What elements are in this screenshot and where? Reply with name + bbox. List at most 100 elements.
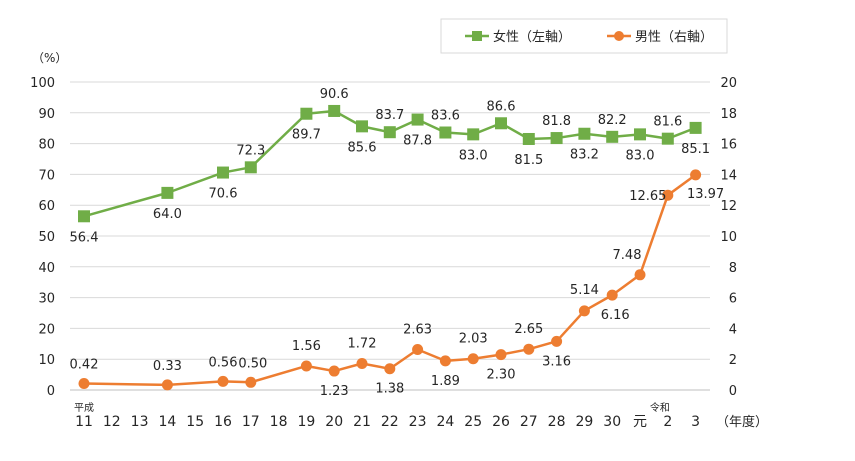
data-label-female: 83.0 (626, 148, 655, 163)
data-label-male: 6.16 (601, 308, 630, 323)
y-right-tick-label: 0 (729, 384, 737, 399)
data-point-female (328, 104, 341, 117)
data-point-female (689, 121, 702, 134)
y-left-tick-label: 90 (38, 107, 55, 122)
y-left-unit: （%） (32, 51, 67, 65)
data-point-male (217, 375, 229, 387)
data-point-female (161, 186, 174, 199)
data-label-male: 1.89 (431, 374, 460, 389)
era-label-reiwa: 令和 (650, 401, 670, 414)
data-label-female: 81.8 (542, 114, 571, 129)
data-point-male (551, 335, 563, 347)
axes: 010203040506070809010002468101214161820（… (30, 51, 768, 430)
y-left-tick-label: 80 (38, 138, 55, 153)
data-label-male: 0.50 (238, 356, 267, 371)
data-label-male: 13.97 (687, 187, 724, 202)
y-left-tick-label: 40 (38, 261, 55, 276)
legend-marker-female (472, 31, 482, 41)
data-label-male: 1.56 (292, 339, 321, 354)
data-point-male (384, 363, 396, 375)
legend-label-female: 女性（左軸） (493, 29, 571, 45)
x-tick-label: 28 (548, 414, 566, 430)
y-right-tick-label: 10 (720, 230, 737, 245)
x-tick-label: 22 (381, 414, 399, 430)
data-label-female: 64.0 (153, 207, 182, 222)
data-label-male: 3.16 (542, 354, 571, 369)
data-point-female (78, 210, 90, 223)
data-point-female (411, 113, 424, 126)
data-point-male (467, 353, 479, 365)
data-label-male: 0.42 (70, 358, 99, 373)
data-point-male (412, 343, 424, 355)
x-tick-label: 21 (353, 414, 371, 430)
y-right-tick-label: 12 (720, 199, 737, 214)
x-tick-label: 30 (603, 414, 621, 430)
data-label-female: 85.6 (348, 140, 377, 155)
data-point-female (634, 128, 646, 141)
era-label-heisei: 平成 (74, 402, 94, 414)
y-left-tick-label: 10 (38, 353, 55, 368)
x-tick-label: 2 (663, 414, 672, 430)
data-point-female (606, 130, 619, 143)
x-tick-label: 26 (492, 414, 510, 430)
x-tick-label: 14 (158, 414, 176, 430)
data-point-female (578, 127, 591, 140)
x-tick-label: 27 (520, 414, 538, 430)
data-label-female: 56.4 (70, 230, 99, 245)
data-point-male (300, 360, 312, 372)
data-point-female (300, 107, 313, 120)
y-right-tick-label: 4 (729, 322, 737, 337)
legend-label-male: 男性（右軸） (635, 30, 713, 45)
data-label-male: 5.14 (570, 283, 599, 298)
data-point-male (523, 343, 535, 355)
y-left-tick-label: 0 (47, 384, 55, 399)
data-label-male: 1.72 (348, 337, 377, 352)
data-label-female: 83.7 (375, 108, 404, 123)
data-point-female (244, 161, 257, 174)
data-point-male (662, 189, 674, 201)
y-left-tick-label: 70 (38, 168, 55, 183)
data-point-male (356, 358, 368, 370)
data-label-female: 83.6 (431, 109, 460, 124)
x-tick-label: 29 (575, 414, 593, 430)
x-tick-label: 13 (131, 414, 149, 430)
data-label-male: 1.38 (375, 382, 404, 397)
x-tick-label: 20 (325, 414, 343, 430)
data-point-female (217, 166, 229, 179)
x-tick-label: 15 (186, 414, 204, 430)
x-tick-label: 25 (464, 414, 482, 430)
x-tick-label: 11 (75, 414, 93, 430)
data-label-female: 81.6 (653, 115, 682, 130)
data-label-female: 81.5 (514, 153, 543, 168)
data-point-male (78, 378, 90, 390)
data-label-male: 0.33 (153, 359, 182, 374)
data-point-female (383, 126, 396, 139)
data-point-male (161, 379, 173, 391)
y-left-tick-label: 20 (38, 322, 55, 337)
x-tick-label: 16 (214, 414, 232, 430)
y-right-tick-label: 8 (729, 261, 737, 276)
data-point-female (550, 132, 563, 145)
series (78, 104, 702, 391)
data-point-male (578, 305, 590, 317)
y-left-tick-label: 100 (30, 76, 55, 91)
y-right-tick-label: 6 (729, 292, 737, 307)
x-tick-label: 24 (436, 414, 454, 430)
data-label-male: 7.48 (613, 248, 642, 263)
data-label-female: 83.0 (459, 148, 488, 163)
legend: 女性（左軸） 男性（右軸） (440, 18, 728, 54)
data-point-male (439, 355, 451, 367)
x-tick-label: 17 (242, 414, 260, 430)
data-point-female (467, 128, 480, 141)
y-left-tick-label: 50 (38, 230, 55, 245)
data-label-male: 1.23 (320, 384, 349, 399)
data-label-male: 12.65 (629, 189, 666, 204)
y-left-tick-label: 60 (38, 199, 55, 214)
y-right-tick-label: 2 (729, 353, 737, 368)
data-label-female: 86.6 (487, 99, 516, 114)
data-label-male: 2.65 (514, 322, 543, 337)
data-label-female: 85.1 (681, 142, 710, 157)
data-point-female (439, 126, 452, 139)
data-point-male (606, 289, 618, 301)
x-tick-label: 12 (103, 414, 121, 430)
